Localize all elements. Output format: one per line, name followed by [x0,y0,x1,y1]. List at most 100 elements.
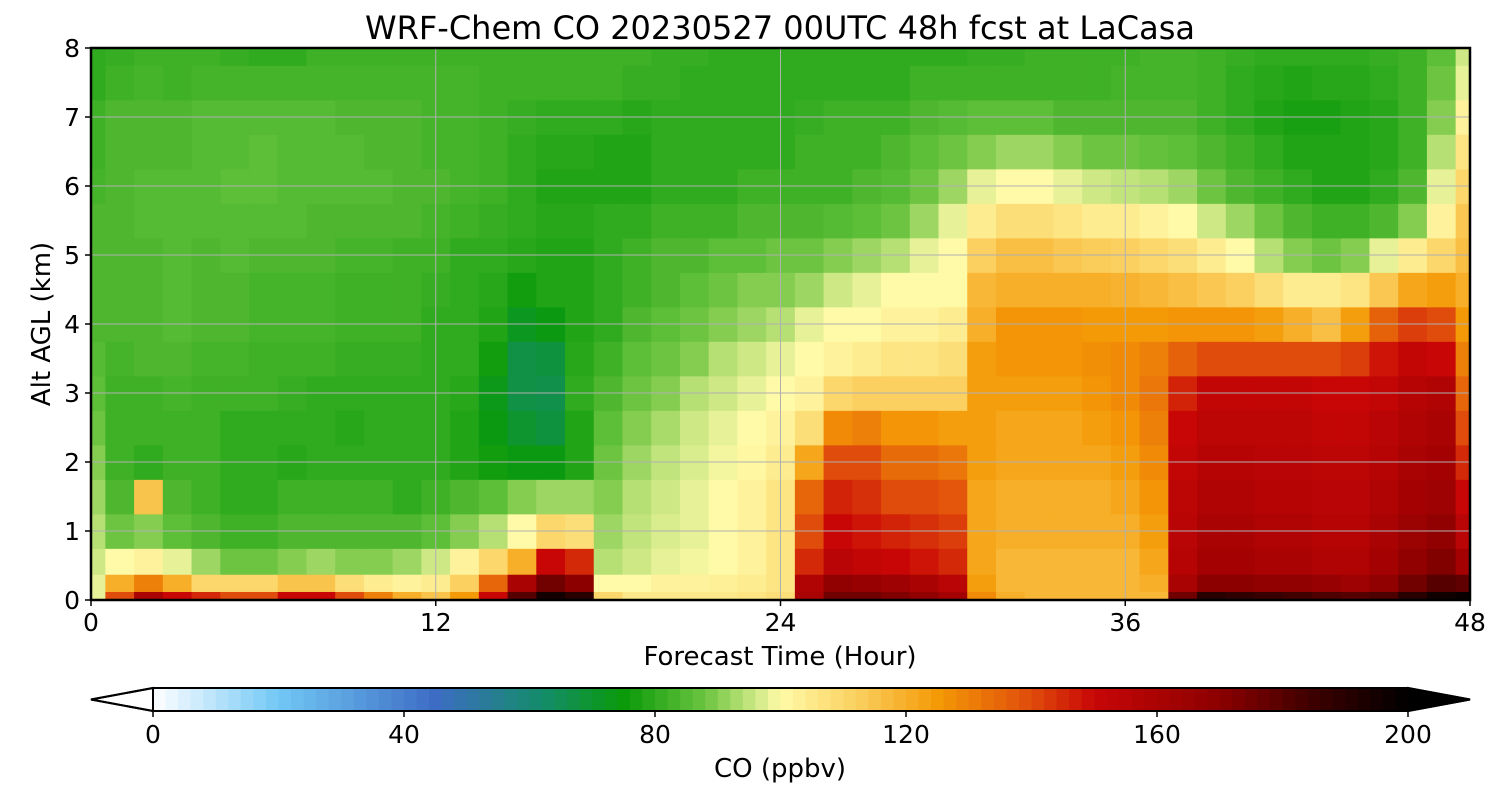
heatmap-cell [162,574,193,592]
heatmap-cell [823,65,853,101]
heatmap-cell [565,272,595,308]
heatmap-cell [105,203,135,239]
heatmap-cell [306,410,336,446]
heatmap-cell [852,134,882,170]
heatmap-cell [1398,410,1428,446]
heatmap-cell [1139,410,1169,446]
colorbar-segment [178,688,192,711]
colorbar-segment [429,688,443,711]
colorbar-segment [1232,688,1246,711]
heatmap-cell [1283,203,1313,239]
heatmap-cell [91,65,106,101]
colorbar-segment [190,688,204,711]
colorbar-segment [1106,688,1120,711]
heatmap-cell [708,479,739,515]
heatmap-cell [938,203,968,239]
heatmap-cell [91,591,106,600]
heatmap-cell [967,134,997,170]
heatmap-cell [1340,134,1371,170]
heatmap-cell [1053,134,1083,170]
heatmap-cell [622,410,652,446]
heatmap-cell [823,479,853,515]
heatmap-cell [1139,203,1169,239]
heatmap-cell [1455,479,1470,515]
colorbar-tick-label: 120 [882,720,930,749]
heatmap-cell [277,410,308,446]
colorbar-segment [554,688,568,711]
colorbar-segment [1144,688,1158,711]
heatmap-cell [708,548,739,575]
heatmap-cell [507,548,537,575]
heatmap-cell [1340,574,1371,592]
heatmap-cell [622,479,652,515]
heatmap-cell [507,479,537,515]
heatmap-cell [852,479,882,515]
heatmap-cell [277,341,308,377]
colorbar-segment [303,688,317,711]
heatmap-cell [708,65,739,101]
heatmap-cell [1311,48,1342,66]
heatmap-cell [1139,479,1169,515]
heatmap-cell [622,548,652,575]
colorbar-segment [341,688,355,711]
heatmap-cell [105,410,135,446]
heatmap-cell [1283,65,1313,101]
heatmap-cell [478,341,509,377]
heatmap-cell [91,134,106,170]
heatmap-cell [306,574,336,592]
heatmap-cell [679,574,710,592]
heatmap-cell [995,272,1026,308]
heatmap-cell [1398,341,1428,377]
heatmap-cell [1082,48,1112,66]
heatmap-cell [1168,48,1198,66]
heatmap-cell [651,65,681,101]
heatmap-cell [450,203,480,239]
colorbar-segment [1194,688,1208,711]
heatmap-cell [1139,574,1169,592]
colorbar-segment [667,688,681,711]
heatmap-cell [277,48,308,66]
heatmap-cell [249,48,279,66]
heatmap-cell [1369,410,1399,446]
colorbar-segment [1357,688,1371,711]
heatmap-cell [967,591,997,600]
heatmap-cell [1369,48,1399,66]
heatmap-cell [1369,203,1399,239]
heatmap-cell [1455,341,1470,377]
heatmap-cell [1398,272,1428,308]
heatmap-cell [277,134,308,170]
heatmap-cell [1082,410,1112,446]
heatmap-cell [737,48,767,66]
heatmap-cell [737,591,767,600]
heatmap-cell [105,591,135,600]
heatmap-cell [909,574,940,592]
colorbar-segment [466,688,480,711]
heatmap-cell [794,341,825,377]
heatmap-cell [536,65,566,101]
heatmap-cell [938,134,968,170]
colorbar-segment [491,688,505,711]
heatmap-cell [1225,548,1256,575]
y-tick-label: 3 [64,379,80,408]
y-tick-label: 8 [64,34,80,63]
colorbar-tick-label: 80 [639,720,671,749]
heatmap-cell [450,591,480,600]
colorbar-segment [1031,688,1045,711]
colorbar-segment [316,688,330,711]
heatmap-cell [306,134,336,170]
heatmap-cell [249,574,279,592]
colorbar-segment [692,688,706,711]
heatmap-cell [249,591,279,600]
heatmap-cell [1225,341,1256,377]
heatmap-cell [565,574,595,592]
colorbar-segment [818,688,832,711]
colorbar-segment [1131,688,1145,711]
heatmap-cell [565,410,595,446]
heatmap-cell [277,65,308,101]
colorbar-segment [278,688,292,711]
heatmap-cell [363,272,394,308]
heatmap-cell [162,65,193,101]
colorbar-segment [705,688,719,711]
colorbar-tick-label: 0 [145,720,161,749]
colorbar-segment [943,688,957,711]
